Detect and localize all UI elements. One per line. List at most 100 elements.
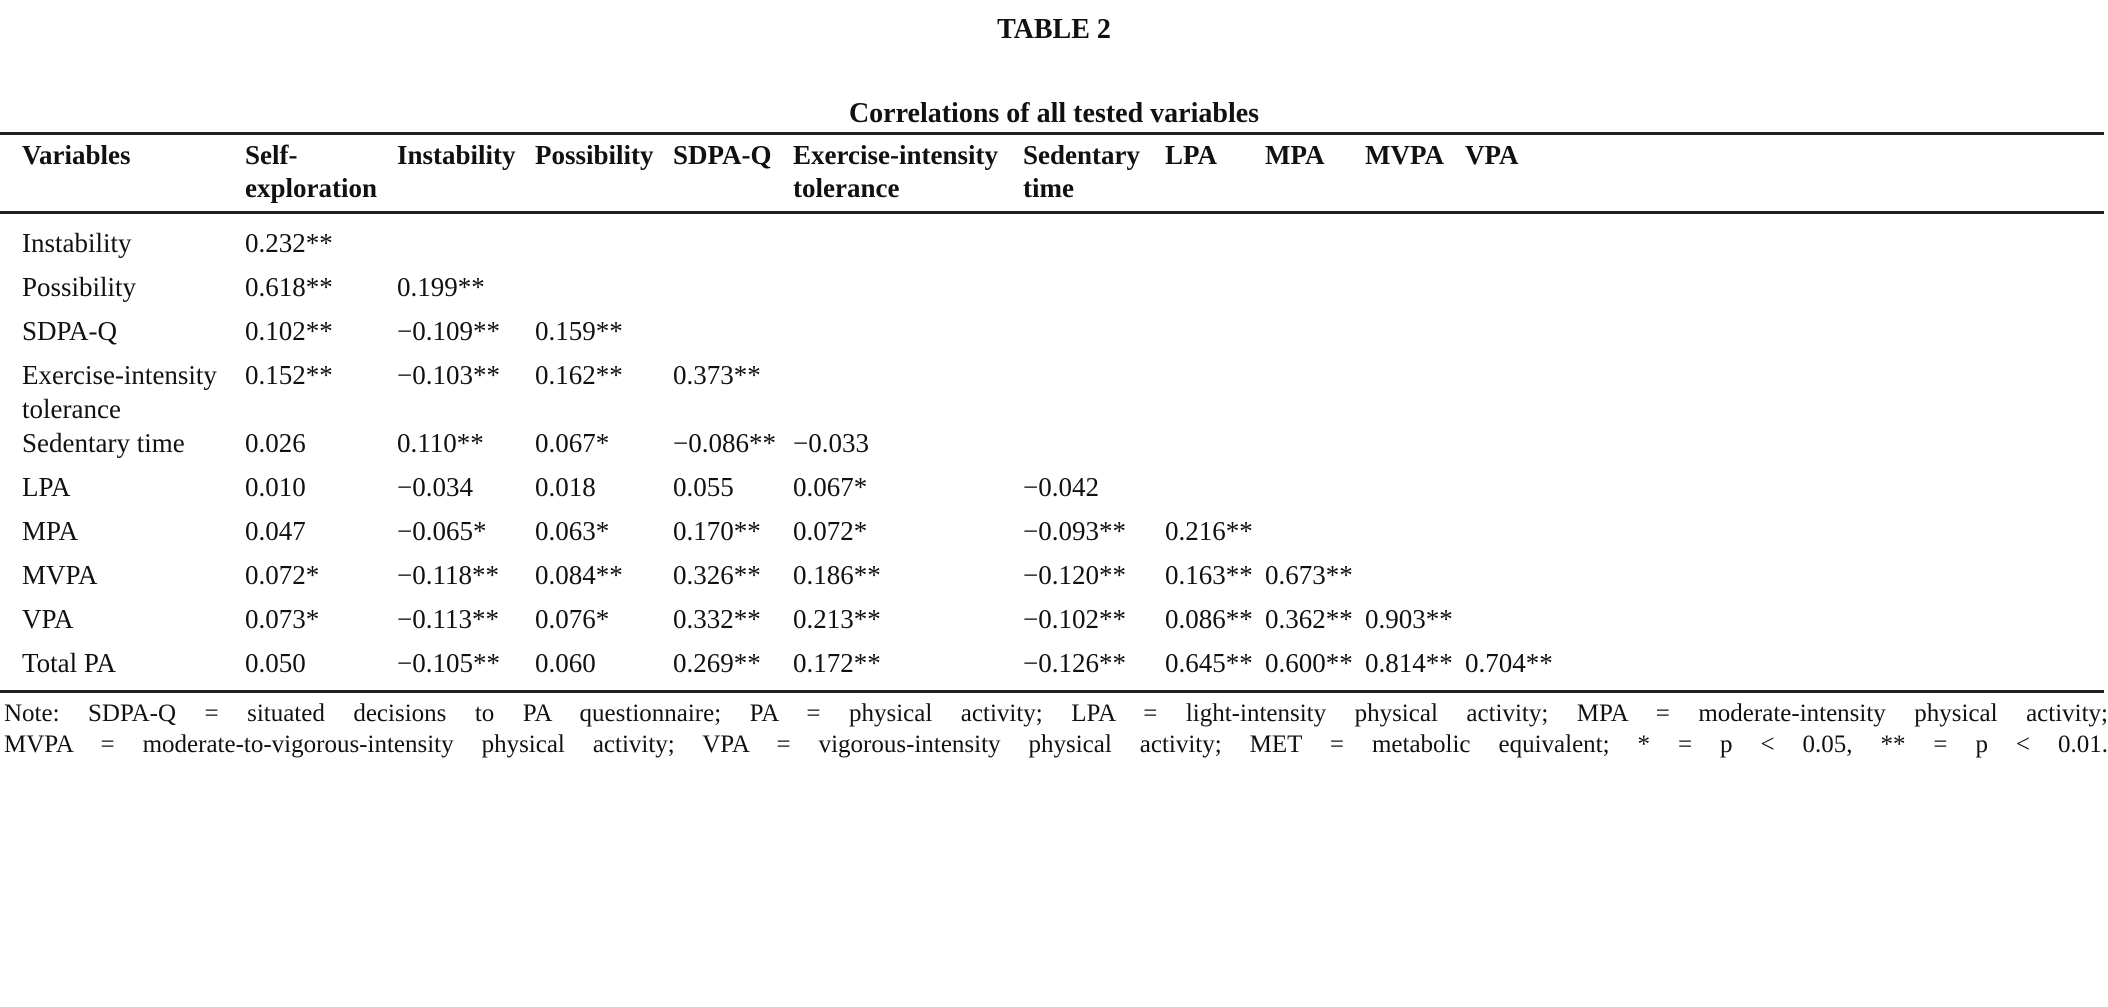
correlation-cell [397, 213, 535, 271]
correlation-cell: 0.373** [673, 360, 761, 390]
correlation-cell [1165, 358, 1265, 426]
column-header: MPA [1265, 140, 1325, 170]
correlation-cell [1465, 514, 2104, 558]
table-row: VPA 0.073* −0.113** 0.076* 0.332** 0.213** −0.… [0, 602, 2104, 646]
column-header: Exercise-intensity tolerance [793, 140, 998, 203]
correlation-cell: 0.362** [1265, 604, 1353, 634]
column-header: Possibility [535, 140, 654, 170]
table-note: Note: SDPA-Q = situated decisions to PA … [4, 698, 2108, 760]
row-label: VPA [22, 604, 74, 634]
correlation-cell [1023, 213, 1165, 271]
correlation-cell: 0.072* [245, 560, 320, 590]
correlation-cell: 0.186** [793, 560, 881, 590]
table-row: MVPA 0.072* −0.118** 0.084** 0.326** 0.186** −… [0, 558, 2104, 602]
correlation-cell: 0.152** [245, 360, 333, 390]
row-label: SDPA-Q [22, 316, 118, 346]
correlation-cell: 0.060 [535, 648, 596, 678]
correlation-cell: 0.269** [673, 648, 761, 678]
correlation-cell [673, 314, 793, 358]
header-row: Variables Self-exploration Instability Poss… [0, 133, 2104, 213]
table-row: MPA 0.047 −0.065* 0.063* 0.170** 0.072* −0.093… [0, 514, 2104, 558]
correlation-cell [793, 314, 1023, 358]
correlation-cell [1365, 558, 1465, 602]
correlation-cell: −0.120** [1023, 560, 1126, 590]
correlation-cell: 0.332** [673, 604, 761, 634]
column-header: SDPA-Q [673, 140, 772, 170]
row-label: Possibility [22, 272, 137, 302]
correlation-cell: −0.105** [397, 648, 500, 678]
correlation-cell [1265, 213, 1365, 271]
correlation-cell: 0.326** [673, 560, 761, 590]
correlation-cell: −0.093** [1023, 516, 1126, 546]
correlation-cell [1165, 314, 1265, 358]
correlation-cell [1365, 213, 1465, 271]
correlation-cell [1265, 270, 1365, 314]
correlation-cell [793, 213, 1023, 271]
correlation-cell [1365, 426, 1465, 470]
correlation-cell [1465, 358, 2104, 426]
row-label: Instability [22, 228, 132, 258]
correlation-cell [535, 270, 673, 314]
correlation-cell [1165, 270, 1265, 314]
correlation-cell: −0.042 [1023, 472, 1099, 502]
row-label: Exercise-intensity tolerance [22, 360, 217, 424]
correlation-cell [1265, 358, 1365, 426]
column-header: LPA [1165, 140, 1217, 170]
note-line-1: Note: SDPA-Q = situated decisions to PA … [4, 700, 2108, 727]
column-header: Sedentary time [1023, 140, 1140, 203]
correlation-cell [1023, 358, 1165, 426]
correlation-cell: 0.063* [535, 516, 610, 546]
correlation-cell: 0.067* [535, 428, 610, 458]
correlation-cell [1465, 426, 2104, 470]
table-title: Correlations of all tested variables [848, 98, 1260, 129]
correlation-cell [1023, 270, 1165, 314]
correlation-cell [1165, 470, 1265, 514]
table-row: Instability 0.232** [0, 213, 2104, 271]
correlation-cell [1165, 213, 1265, 271]
correlation-cell [1265, 426, 1365, 470]
correlation-cell: 0.073* [245, 604, 320, 634]
correlation-cell: 0.163** [1165, 560, 1253, 590]
correlation-cell: 0.814** [1365, 648, 1453, 678]
correlation-cell: −0.109** [397, 316, 500, 346]
correlation-cell: −0.118** [397, 560, 499, 590]
correlation-cell: 0.162** [535, 360, 623, 390]
table-row: Exercise-intensity tolerance 0.152** −0.10… [0, 358, 2104, 426]
table-row: SDPA-Q 0.102** −0.109** 0.159** [0, 314, 2104, 358]
correlation-cell [1365, 314, 1465, 358]
correlation-cell: 0.072* [793, 516, 868, 546]
correlation-cell: 0.026 [245, 428, 306, 458]
correlation-cell: 0.050 [245, 648, 306, 678]
correlation-cell: 0.010 [245, 472, 306, 502]
correlation-cell: 0.213** [793, 604, 881, 634]
column-header: VPA [1465, 140, 1519, 170]
correlation-cell: 0.159** [535, 316, 623, 346]
correlation-cell: −0.034 [397, 472, 473, 502]
table-row: Sedentary time 0.026 0.110** 0.067* −0.086**… [0, 426, 2104, 470]
column-header: Self-exploration [245, 140, 377, 203]
row-label: MPA [22, 516, 79, 546]
correlation-cell: 0.047 [245, 516, 306, 546]
correlation-cell: 0.232** [245, 228, 333, 258]
correlation-cell: 0.110** [397, 428, 484, 458]
correlation-cell: 0.618** [245, 272, 333, 302]
note-line-2: MVPA = moderate-to-vigorous-intensity ph… [4, 731, 2108, 758]
correlation-cell: 0.018 [535, 472, 596, 502]
correlation-cell [1265, 514, 1365, 558]
correlation-cell [1365, 470, 1465, 514]
correlation-cell: 0.055 [673, 472, 734, 502]
correlation-cell [535, 213, 673, 271]
correlation-cell [1465, 470, 2104, 514]
correlation-cell: 0.076* [535, 604, 610, 634]
correlation-cell [1265, 470, 1365, 514]
correlation-cell [1365, 514, 1465, 558]
correlation-cell: 0.216** [1165, 516, 1253, 546]
correlation-cell [793, 270, 1023, 314]
correlation-cell [1365, 270, 1465, 314]
table-row: LPA 0.010 −0.034 0.018 0.055 0.067* −0.042 [0, 470, 2104, 514]
correlation-cell [1023, 314, 1165, 358]
correlation-cell: −0.113** [397, 604, 499, 634]
column-header: MVPA [1365, 140, 1444, 170]
correlation-cell: −0.103** [397, 360, 500, 390]
correlation-cell [1365, 358, 1465, 426]
